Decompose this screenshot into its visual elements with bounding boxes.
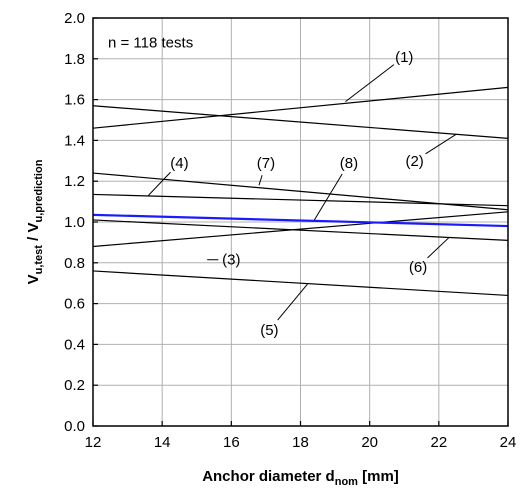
sample-count-annotation: n = 118 tests — [108, 35, 193, 52]
x-tick-label: 24 — [500, 434, 517, 451]
y-tick-label: 0.0 — [64, 418, 85, 435]
y-tick-label: 0.6 — [64, 296, 85, 313]
y-axis-title: Vu,test / Vu,prediction — [25, 159, 45, 284]
series-label-6: (6) — [409, 259, 427, 276]
series-line-2 — [92, 105, 509, 139]
series-labels: (1) (2) (3) (4) (5) (6) (7) (8) — [170, 49, 427, 339]
series-label-7: (7) — [257, 155, 275, 172]
x-tick-label: 18 — [292, 434, 309, 451]
series-line-7 — [92, 172, 509, 211]
y-axis-title-v1: V — [25, 274, 42, 284]
series-line-3 — [92, 219, 509, 241]
y-tick-label: 1.2 — [64, 173, 85, 190]
y-tick-label: 1.6 — [64, 92, 85, 109]
series-line-8 — [92, 213, 509, 228]
label-leader-5 — [277, 283, 308, 321]
x-axis-title-base: Anchor diameter d — [202, 468, 335, 485]
x-axis-title-tail: [mm] — [358, 468, 399, 485]
y-axis-title-v2: V — [25, 223, 42, 233]
series-label-5: (5) — [260, 322, 278, 339]
x-tick-label: 14 — [154, 434, 171, 451]
y-tick-label: 2.0 — [64, 10, 85, 27]
y-tick-label: 1.8 — [64, 51, 85, 68]
series-line-1 — [92, 86, 509, 129]
label-leader-4 — [147, 171, 171, 196]
label-leader-1 — [345, 64, 395, 103]
x-tick-label: 16 — [223, 434, 240, 451]
axis-ticks — [92, 17, 509, 427]
x-tick-label: 22 — [430, 434, 447, 451]
y-axis-title-sub1: u,test — [33, 245, 45, 275]
series-label-2: (2) — [405, 153, 423, 170]
series-line-6 — [92, 211, 509, 248]
y-tick-label: 0.2 — [64, 377, 85, 394]
x-tick-label: 20 — [361, 434, 378, 451]
series-label-8: (8) — [340, 155, 358, 172]
label-leader-2 — [425, 133, 457, 155]
grid — [93, 18, 508, 426]
y-axis-title-sub2: u,prediction — [33, 159, 45, 222]
y-tick-label: 0.8 — [64, 255, 85, 272]
series-label-3: (3) — [222, 252, 240, 269]
y-tick-label: 1.4 — [64, 132, 85, 149]
series-line-5 — [92, 270, 509, 297]
tick-labels: 12 14 16 18 20 22 24 0.0 0.2 0.4 0.6 0.8 1.0 1.2 1.4 1.… — [64, 10, 516, 451]
x-tick-label: 12 — [85, 434, 102, 451]
label-leaders — [147, 64, 457, 321]
series-group — [92, 86, 509, 297]
label-leader-6 — [427, 236, 450, 259]
y-tick-label: 0.4 — [64, 336, 85, 353]
label-leader-7 — [258, 175, 263, 186]
y-tick-label: 1.0 — [64, 214, 85, 231]
x-axis-title: Anchor diameter dnom [mm] — [202, 468, 399, 488]
series-label-1: (1) — [395, 49, 413, 66]
x-axis-title-subscript: nom — [335, 476, 358, 488]
y-axis-title-separator: / — [25, 233, 42, 246]
series-label-4: (4) — [170, 155, 188, 172]
label-leader-8 — [313, 173, 343, 221]
